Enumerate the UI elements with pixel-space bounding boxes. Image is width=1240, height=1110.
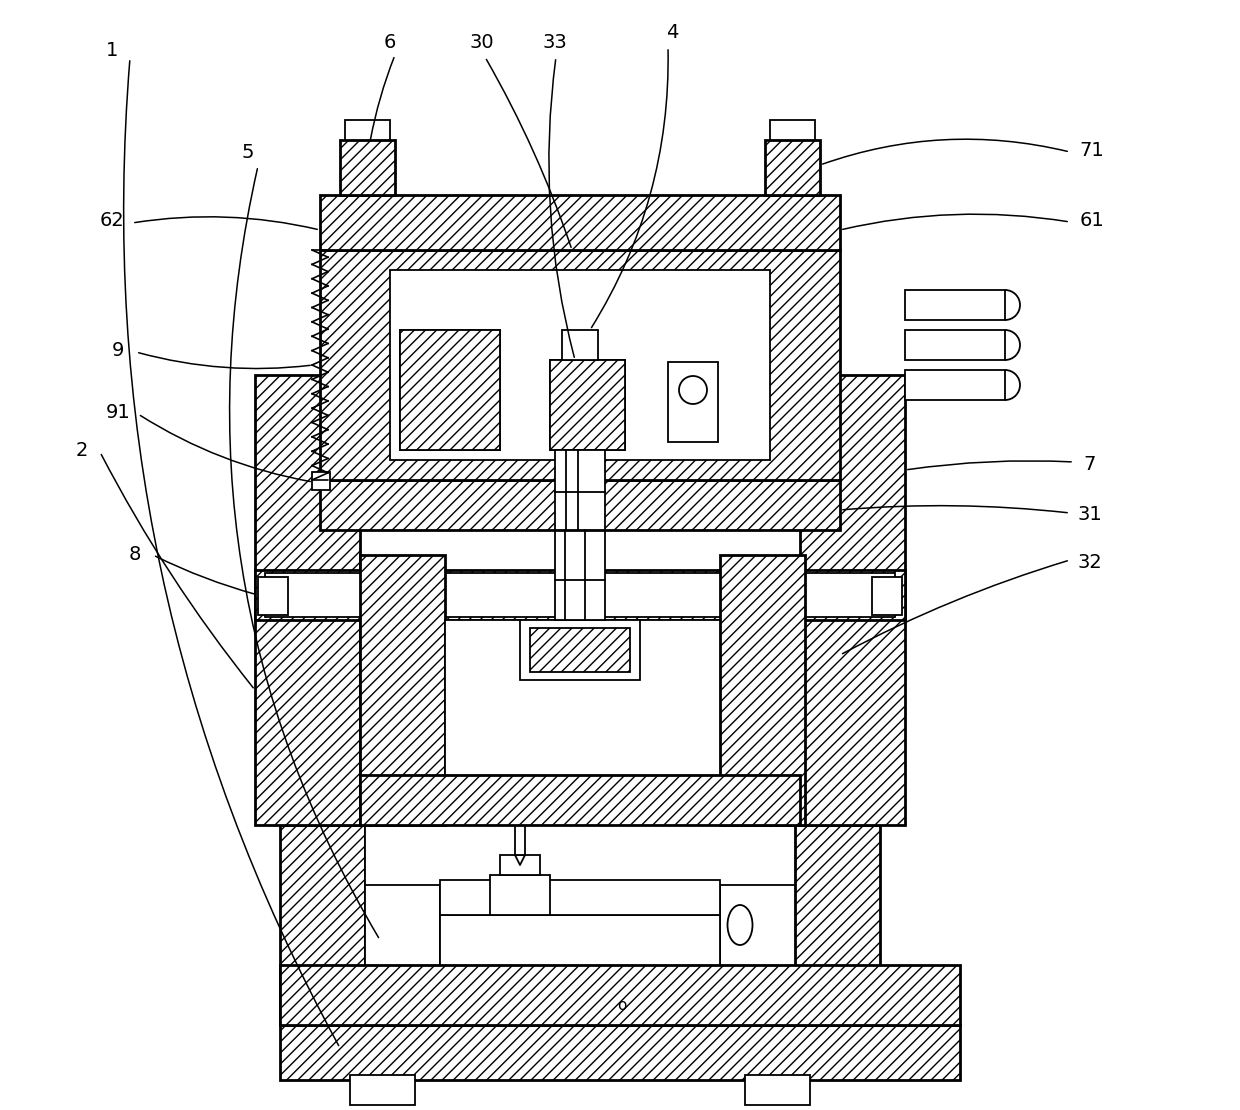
Bar: [360, 775, 800, 825]
Text: 91: 91: [105, 403, 130, 422]
Text: 31: 31: [1078, 505, 1102, 525]
Bar: [312, 472, 330, 490]
Bar: [720, 555, 805, 825]
Text: 62: 62: [99, 211, 124, 230]
Bar: [490, 875, 551, 915]
Text: o: o: [618, 998, 626, 1012]
Bar: [668, 362, 718, 442]
Text: 8: 8: [129, 545, 141, 565]
Bar: [905, 370, 1004, 400]
Text: 4: 4: [666, 22, 678, 41]
Bar: [340, 140, 396, 195]
Bar: [440, 880, 720, 915]
Bar: [905, 290, 1004, 320]
Bar: [265, 573, 895, 617]
Bar: [515, 825, 525, 855]
Bar: [529, 628, 630, 672]
Text: 5: 5: [242, 142, 254, 161]
Text: 61: 61: [1080, 211, 1105, 230]
Text: 7: 7: [1084, 455, 1096, 474]
Bar: [556, 450, 605, 529]
Text: 32: 32: [1078, 553, 1102, 572]
Bar: [556, 529, 605, 620]
Bar: [500, 855, 539, 875]
Bar: [745, 1074, 810, 1104]
Bar: [320, 195, 839, 250]
Bar: [720, 885, 795, 965]
Bar: [350, 1074, 415, 1104]
Text: 33: 33: [543, 32, 568, 51]
Bar: [401, 330, 500, 450]
Bar: [255, 571, 905, 620]
Bar: [770, 120, 815, 140]
Text: 30: 30: [470, 32, 495, 51]
Bar: [280, 1025, 960, 1080]
Bar: [551, 360, 625, 450]
Bar: [258, 577, 288, 615]
Bar: [440, 915, 720, 965]
Bar: [795, 825, 880, 1025]
Bar: [255, 375, 360, 825]
Text: 1: 1: [105, 40, 118, 60]
Bar: [548, 359, 627, 452]
Bar: [765, 140, 820, 195]
Bar: [520, 620, 640, 680]
Bar: [391, 270, 770, 460]
Bar: [280, 965, 960, 1025]
Bar: [905, 330, 1004, 360]
Bar: [365, 885, 440, 965]
Bar: [345, 120, 391, 140]
Bar: [800, 375, 905, 825]
Text: 71: 71: [1080, 141, 1105, 160]
Bar: [320, 250, 839, 480]
Bar: [551, 360, 625, 450]
Bar: [562, 330, 598, 360]
Bar: [280, 825, 365, 1025]
Bar: [445, 620, 720, 775]
Bar: [365, 825, 795, 965]
Bar: [398, 327, 502, 452]
Bar: [360, 555, 445, 825]
Text: 2: 2: [76, 441, 88, 460]
Text: 6: 6: [384, 32, 397, 51]
Ellipse shape: [728, 905, 753, 945]
Bar: [872, 577, 901, 615]
Bar: [401, 330, 500, 450]
Bar: [320, 480, 839, 529]
Text: 9: 9: [112, 341, 124, 360]
